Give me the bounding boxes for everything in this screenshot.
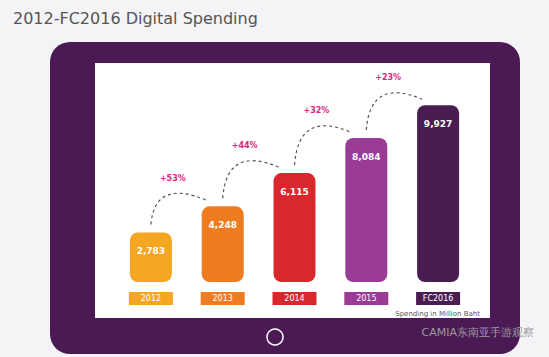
svg-text:CAMIA东南亚手游观察: CAMIA东南亚手游观察 bbox=[422, 326, 534, 339]
svg-text:2012-FC2016 Digital Spending: 2012-FC2016 Digital Spending bbox=[13, 9, 258, 28]
svg-text:8,084: 8,084 bbox=[352, 152, 380, 162]
svg-text:2012: 2012 bbox=[141, 294, 161, 303]
svg-text:+32%: +32% bbox=[303, 106, 329, 115]
svg-text:9,927: 9,927 bbox=[424, 119, 452, 129]
svg-text:2014: 2014 bbox=[284, 294, 304, 303]
svg-text:2015: 2015 bbox=[356, 294, 376, 303]
svg-text:+44%: +44% bbox=[232, 141, 258, 150]
svg-text:Spending in Million Baht: Spending in Million Baht bbox=[395, 310, 480, 318]
svg-text:6,115: 6,115 bbox=[280, 187, 308, 197]
svg-text:2013: 2013 bbox=[213, 294, 233, 303]
svg-text:+53%: +53% bbox=[160, 174, 186, 183]
svg-text:+23%: +23% bbox=[375, 73, 401, 82]
svg-text:2,783: 2,783 bbox=[137, 246, 165, 256]
svg-text:4,248: 4,248 bbox=[208, 220, 236, 230]
svg-text:FC2016: FC2016 bbox=[423, 294, 454, 303]
